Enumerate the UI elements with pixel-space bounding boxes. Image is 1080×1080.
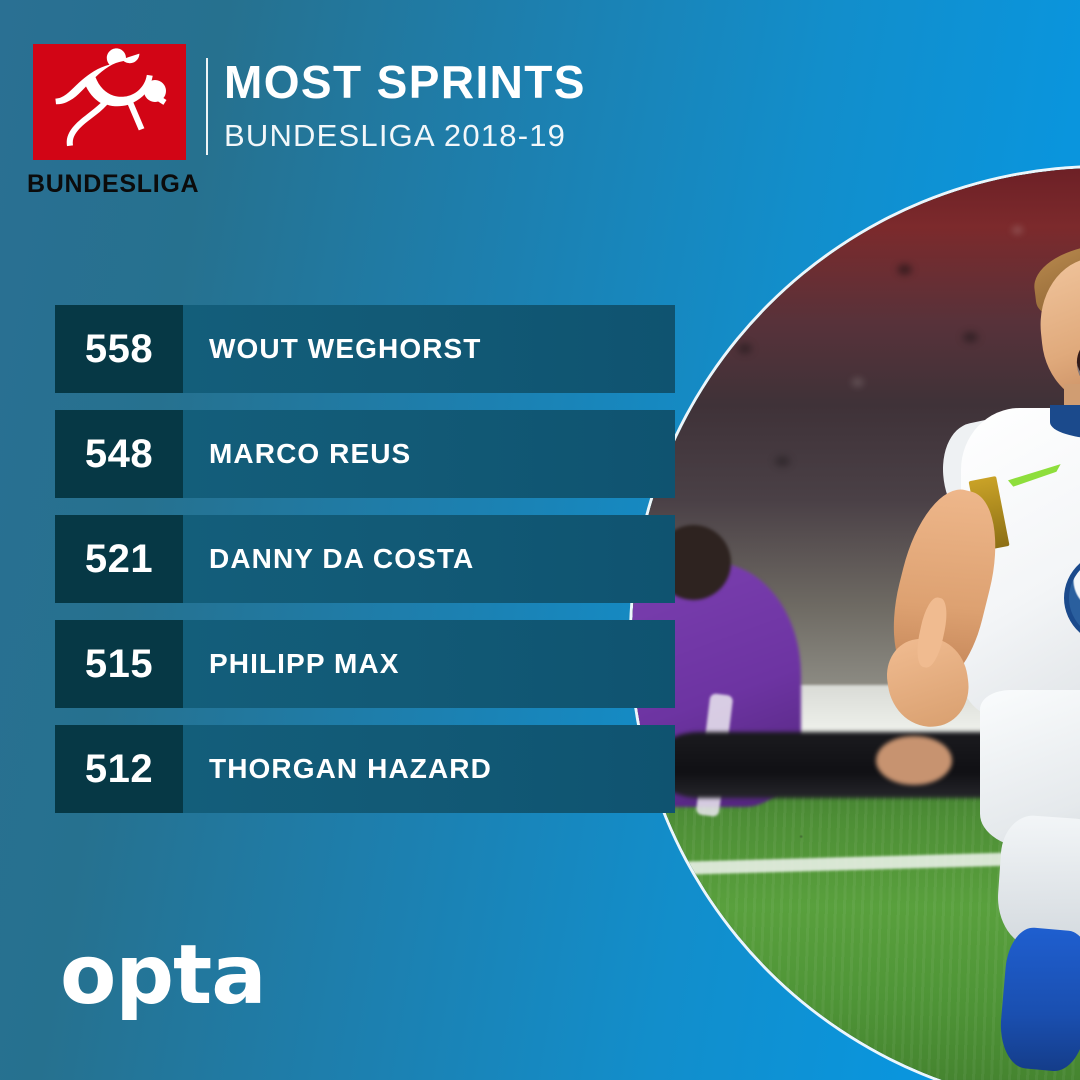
opta-logo: opta <box>60 928 267 1023</box>
sprint-value: 548 <box>55 410 183 498</box>
sprint-value: 521 <box>55 515 183 603</box>
header-divider <box>206 58 208 155</box>
player-name: PHILIPP MAX <box>209 648 400 679</box>
celebrating-player: 9 <box>632 168 1080 1080</box>
list-item: 515 PHILIPP MAX <box>55 620 675 708</box>
player-name: MARCO REUS <box>209 438 412 469</box>
photo-inner: 9 <box>632 168 1080 1080</box>
bundesliga-logo-icon <box>33 44 186 160</box>
page-subtitle: BUNDESLIGA 2018-19 <box>224 118 567 154</box>
bundesliga-footballer-icon <box>55 48 167 147</box>
player-name: WOUT WEGHORST <box>209 333 482 364</box>
sprint-value: 512 <box>55 725 183 813</box>
player-sock-left <box>997 925 1080 1074</box>
player-name: DANNY DA COSTA <box>209 543 475 574</box>
page-title: MOST SPRINTS <box>224 56 586 108</box>
bundesliga-wordmark: BUNDESLIGA <box>27 170 200 198</box>
list-item: 558 WOUT WEGHORST <box>55 305 675 393</box>
list-item: 521 DANNY DA COSTA <box>55 515 675 603</box>
list-item: 548 MARCO REUS <box>55 410 675 498</box>
sprint-value: 515 <box>55 620 183 708</box>
fallen-player-leg <box>876 735 952 785</box>
sprint-value: 558 <box>55 305 183 393</box>
header: MOST SPRINTS BUNDESLIGA 2018-19 <box>224 56 586 154</box>
list-item: 512 THORGAN HAZARD <box>55 725 675 813</box>
player-name: THORGAN HAZARD <box>209 753 492 784</box>
player-photo: 9 <box>632 168 1080 1080</box>
ranking-list: 558 WOUT WEGHORST 548 MARCO REUS 521 DAN… <box>55 305 675 830</box>
